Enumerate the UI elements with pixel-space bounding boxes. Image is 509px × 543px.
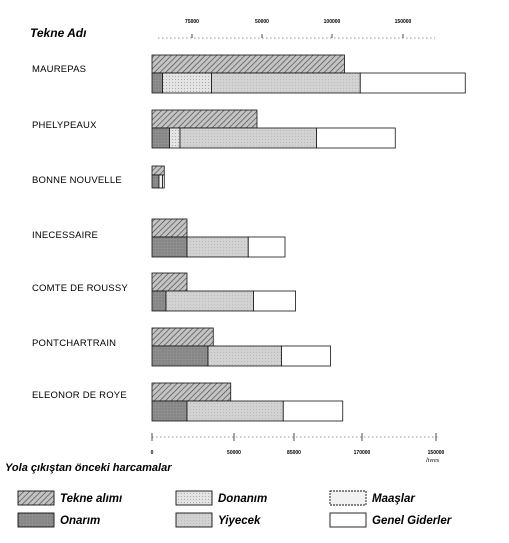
bar-segment bbox=[207, 345, 282, 367]
bottom-tick-label: 0 bbox=[151, 450, 154, 456]
category-label: INECESSAIRE bbox=[32, 230, 98, 241]
legend-label: Donanım bbox=[218, 493, 267, 505]
bar-segment bbox=[151, 290, 167, 312]
bar-groups: MAUREPAS PHELYPEAUX BONNE NOUVELLE INECESSA… bbox=[32, 54, 466, 422]
legend-label: Yiyecek bbox=[218, 515, 261, 527]
legend-swatch bbox=[329, 512, 367, 528]
legend-title: Yola çıkıştan önceki harcamalar bbox=[5, 462, 172, 474]
bar-segment bbox=[158, 174, 163, 189]
bar-segment bbox=[151, 236, 188, 258]
category-label: BONNE NOUVELLE bbox=[32, 175, 122, 186]
bar-segment bbox=[151, 54, 345, 74]
bar-group: ELEONOR DE ROYE bbox=[32, 382, 344, 422]
bar-segment bbox=[247, 236, 286, 258]
bar-segment bbox=[169, 127, 181, 149]
bar-segment bbox=[151, 127, 170, 149]
bar-segment bbox=[281, 345, 331, 367]
bar-segment bbox=[151, 72, 163, 94]
bar-group: MAUREPAS bbox=[32, 54, 466, 94]
bar-segment bbox=[316, 127, 396, 149]
bar-group: COMTE DE ROUSSY bbox=[32, 272, 296, 312]
legend-label: Genel Giderler bbox=[372, 515, 452, 527]
bar-segment bbox=[162, 174, 165, 189]
legend-swatch bbox=[17, 490, 55, 506]
bottom-tick-label: 150000 bbox=[428, 450, 445, 456]
legend-swatch bbox=[329, 490, 367, 506]
bar-group: BONNE NOUVELLE bbox=[32, 165, 165, 189]
category-label: MAUREPAS bbox=[32, 64, 86, 75]
bar-segment bbox=[151, 165, 165, 176]
bar-group: PONTCHARTRAIN bbox=[32, 327, 331, 367]
bar-group: PHELYPEAUX bbox=[32, 109, 396, 149]
bottom-tick-label: 50000 bbox=[227, 450, 241, 456]
legend-swatch bbox=[17, 512, 55, 528]
bar-segment bbox=[186, 236, 249, 258]
bar-segment bbox=[186, 400, 284, 422]
bottom-tick-label: 170000 bbox=[354, 450, 371, 456]
chart-title: Tekne Adı bbox=[30, 26, 87, 40]
bar-segment bbox=[151, 327, 214, 347]
bar-segment bbox=[151, 345, 209, 367]
bar-segment bbox=[151, 272, 188, 292]
legend-swatch bbox=[175, 490, 213, 506]
top-tick-label: 150000 bbox=[395, 19, 412, 25]
legend-item: Maaşlar bbox=[329, 490, 415, 506]
bar-segment bbox=[151, 400, 188, 422]
legend-item: Tekne alımı bbox=[17, 490, 122, 506]
bar-segment bbox=[165, 290, 254, 312]
bar-segment bbox=[211, 72, 361, 94]
top-axis: 75000 50000 100000 150000 bbox=[158, 19, 435, 39]
legend-item: Onarım bbox=[17, 512, 100, 528]
legend: Tekne alımı Donanım Maaşlar Onarım Yiyecek Ge… bbox=[17, 490, 452, 528]
legend-item: Genel Giderler bbox=[329, 512, 452, 528]
legend-label: Onarım bbox=[60, 515, 100, 527]
top-tick-label: 75000 bbox=[185, 19, 199, 25]
bar-segment bbox=[151, 382, 232, 402]
bar-group: INECESSAIRE bbox=[32, 218, 286, 258]
bottom-axis: 0 50000 85000 170000 150000 bbox=[151, 433, 445, 456]
legend-label: Maaşlar bbox=[372, 493, 415, 505]
legend-item: Donanım bbox=[175, 490, 267, 506]
x-unit-label: livres bbox=[426, 458, 440, 464]
bottom-tick-label: 85000 bbox=[287, 450, 301, 456]
bar-segment bbox=[151, 174, 160, 189]
legend-label: Tekne alımı bbox=[60, 493, 122, 505]
bar-segment bbox=[253, 290, 296, 312]
category-label: COMTE DE ROUSSY bbox=[32, 283, 128, 294]
category-label: ELEONOR DE ROYE bbox=[32, 390, 127, 401]
bar-segment bbox=[359, 72, 466, 94]
bar-segment bbox=[151, 218, 188, 238]
bar-segment bbox=[282, 400, 344, 422]
legend-swatch bbox=[175, 512, 213, 528]
bar-segment bbox=[179, 127, 317, 149]
legend-item: Yiyecek bbox=[175, 512, 261, 528]
bar-segment bbox=[151, 109, 258, 129]
top-tick-label: 50000 bbox=[255, 19, 269, 25]
category-label: PONTCHARTRAIN bbox=[32, 338, 116, 349]
category-label: PHELYPEAUX bbox=[32, 120, 97, 131]
top-tick-label: 100000 bbox=[324, 19, 341, 25]
bar-segment bbox=[162, 72, 212, 94]
